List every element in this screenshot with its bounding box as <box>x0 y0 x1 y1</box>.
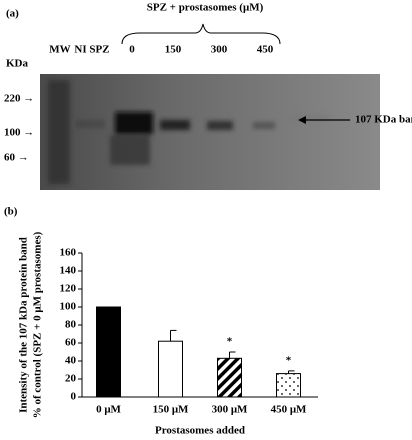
panel-label: (b) <box>4 206 18 218</box>
lane-label: 150 <box>165 44 182 56</box>
y-axis-title: Intensity of the 107 kDa protein band <box>18 237 30 413</box>
y-tick-label: 100 <box>60 301 77 313</box>
y-tick-label: 40 <box>65 355 77 367</box>
bar <box>96 306 121 398</box>
marker-label: 100 → <box>4 127 34 139</box>
lane-label: 0 <box>129 44 135 56</box>
unit-label: KDa <box>6 58 29 70</box>
x-tick-label: 300 μM <box>212 404 248 416</box>
y-axis-title: % of control (SPZ + 0 μM prostasomes) <box>32 231 44 418</box>
y-tick-label: 80 <box>65 319 77 331</box>
lane-label: NI SPZ <box>74 44 109 56</box>
x-tick-label: 150 μM <box>153 404 189 416</box>
brace <box>121 23 281 45</box>
y-tick-label: 120 <box>60 283 77 295</box>
y-tick-label: 140 <box>60 265 77 277</box>
x-tick-label: 0 μM <box>96 404 121 416</box>
x-axis-title: Prostasomes added <box>155 425 245 437</box>
marker-label: 220 → <box>4 93 34 105</box>
significance-mark: * <box>286 354 292 366</box>
lane-label: 450 <box>257 44 274 56</box>
band-arrow-head <box>298 116 306 124</box>
panel-label: (a) <box>6 8 19 20</box>
lane-label: 300 <box>211 44 228 56</box>
group-label: SPZ + prostasomes (μM) <box>147 2 264 14</box>
y-tick-label: 20 <box>65 373 77 385</box>
bar <box>217 357 242 398</box>
y-tick-label: 160 <box>60 247 77 259</box>
band-label: 107 KDa band <box>355 114 412 126</box>
y-tick-label: 0 <box>71 391 77 403</box>
y-tick-label: 60 <box>65 337 77 349</box>
x-tick-label: 450 μM <box>271 404 307 416</box>
marker-label: 60 → <box>4 152 29 164</box>
gel-image <box>40 74 380 190</box>
bar <box>158 340 183 398</box>
bar <box>276 373 301 398</box>
lane-label: MW <box>49 44 70 56</box>
significance-mark: * <box>227 336 233 348</box>
